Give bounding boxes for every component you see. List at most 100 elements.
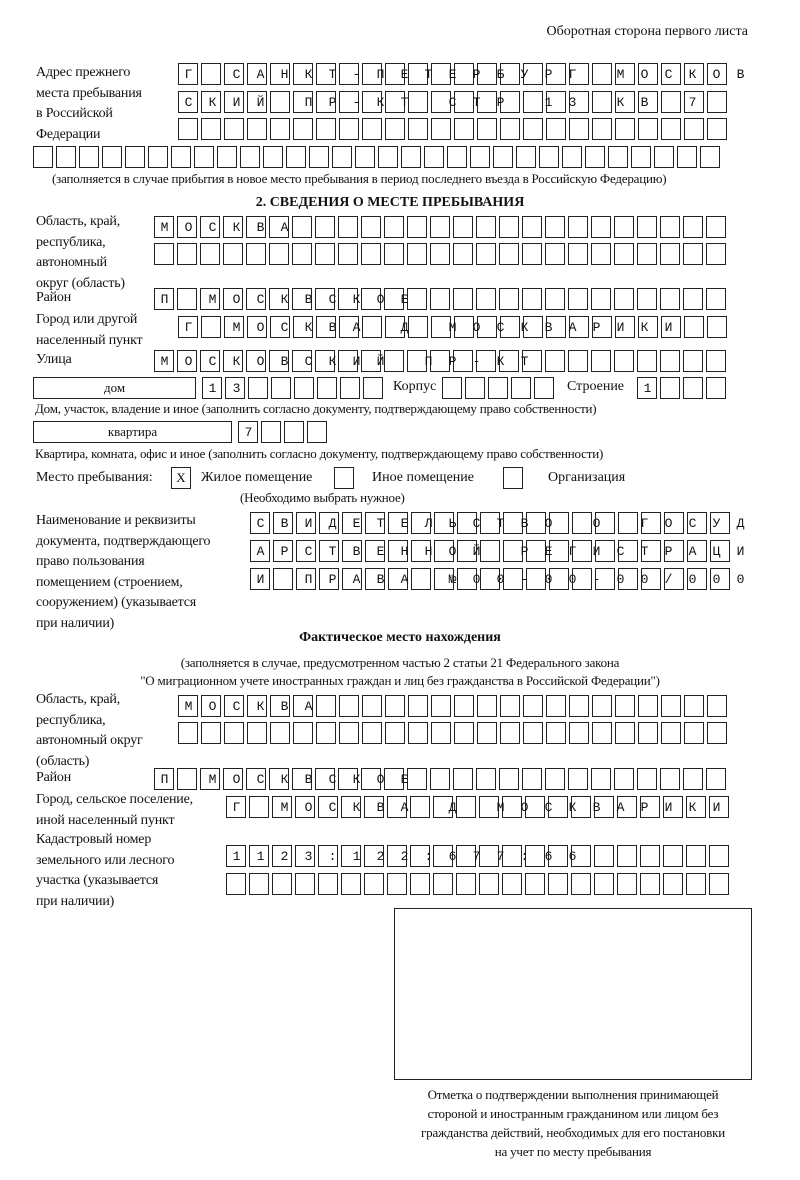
char-cell[interactable] [523,316,543,338]
char-cell[interactable] [430,216,450,238]
char-cell[interactable] [154,243,174,265]
char-cell[interactable] [660,377,680,399]
char-cell[interactable] [511,377,531,399]
char-cell[interactable] [263,146,283,168]
char-cell[interactable] [365,568,385,590]
char-cell[interactable] [454,695,474,717]
char-cell[interactable] [388,540,408,562]
char-cell[interactable] [638,722,658,744]
char-cell[interactable] [545,768,565,790]
char-cell[interactable] [177,216,197,238]
char-cell[interactable] [318,796,338,818]
char-cell[interactable] [225,377,245,399]
char-cell[interactable] [706,377,726,399]
char-cell[interactable] [568,768,588,790]
char-cell[interactable] [684,695,704,717]
char-cell[interactable] [637,377,657,399]
char-cell[interactable] [571,845,591,867]
char-cell[interactable] [454,316,474,338]
char-cell[interactable] [430,768,450,790]
char-cell[interactable] [295,845,315,867]
char-cell[interactable] [293,316,313,338]
char-cell[interactable] [477,91,497,113]
char-cell[interactable] [615,695,635,717]
char-cell[interactable] [454,118,474,140]
char-cell[interactable] [387,796,407,818]
char-cell[interactable] [250,512,270,534]
char-cell[interactable] [477,722,497,744]
char-cell[interactable] [548,873,568,895]
char-cell[interactable] [522,768,542,790]
char-cell[interactable] [240,146,260,168]
char-cell[interactable] [571,796,591,818]
char-cell[interactable] [637,216,657,238]
char-cell[interactable] [654,146,674,168]
char-cell[interactable] [407,216,427,238]
char-cell[interactable] [224,695,244,717]
char-cell[interactable] [591,243,611,265]
char-cell[interactable] [592,118,612,140]
char-cell[interactable] [640,796,660,818]
char-cell[interactable] [223,243,243,265]
char-cell[interactable] [385,695,405,717]
char-cell[interactable] [387,873,407,895]
char-cell[interactable] [640,845,660,867]
char-cell[interactable] [223,216,243,238]
char-cell[interactable] [569,695,589,717]
char-cell[interactable] [638,91,658,113]
char-cell[interactable] [269,243,289,265]
char-cell[interactable] [200,768,220,790]
char-cell[interactable] [292,216,312,238]
char-cell[interactable] [546,63,566,85]
char-cell[interactable] [238,421,258,443]
char-cell[interactable] [338,216,358,238]
char-cell[interactable] [480,540,500,562]
char-cell[interactable] [361,768,381,790]
char-cell[interactable] [684,118,704,140]
char-cell[interactable] [407,243,427,265]
char-cell[interactable] [569,316,589,338]
char-cell[interactable] [660,768,680,790]
char-cell[interactable] [479,845,499,867]
char-cell[interactable] [363,377,383,399]
char-cell[interactable] [477,63,497,85]
char-cell[interactable] [546,91,566,113]
char-cell[interactable] [569,63,589,85]
char-cell[interactable] [545,288,565,310]
char-cell[interactable] [246,350,266,372]
char-cell[interactable] [660,243,680,265]
char-cell[interactable] [595,568,615,590]
char-cell[interactable] [615,63,635,85]
char-cell[interactable] [270,722,290,744]
char-cell[interactable] [572,540,592,562]
char-cell[interactable] [339,722,359,744]
char-cell[interactable] [293,118,313,140]
char-cell[interactable] [317,377,337,399]
char-cell[interactable] [292,768,312,790]
char-cell[interactable] [292,243,312,265]
char-cell[interactable] [549,568,569,590]
char-cell[interactable] [431,695,451,717]
char-cell[interactable] [660,216,680,238]
char-cell[interactable] [594,845,614,867]
char-cell[interactable] [315,243,335,265]
char-cell[interactable] [615,722,635,744]
char-cell[interactable] [385,63,405,85]
char-cell[interactable] [408,63,428,85]
char-cell[interactable] [178,695,198,717]
char-cell[interactable] [362,695,382,717]
char-cell[interactable] [546,316,566,338]
char-cell[interactable] [309,146,329,168]
char-cell[interactable] [342,568,362,590]
char-cell[interactable] [154,216,174,238]
char-cell[interactable] [591,768,611,790]
char-cell[interactable] [378,146,398,168]
char-cell[interactable] [545,216,565,238]
char-cell[interactable] [56,146,76,168]
char-cell[interactable] [318,845,338,867]
char-cell[interactable] [660,350,680,372]
char-cell[interactable] [522,288,542,310]
char-cell[interactable] [477,695,497,717]
char-cell[interactable] [338,288,358,310]
char-cell[interactable] [201,118,221,140]
